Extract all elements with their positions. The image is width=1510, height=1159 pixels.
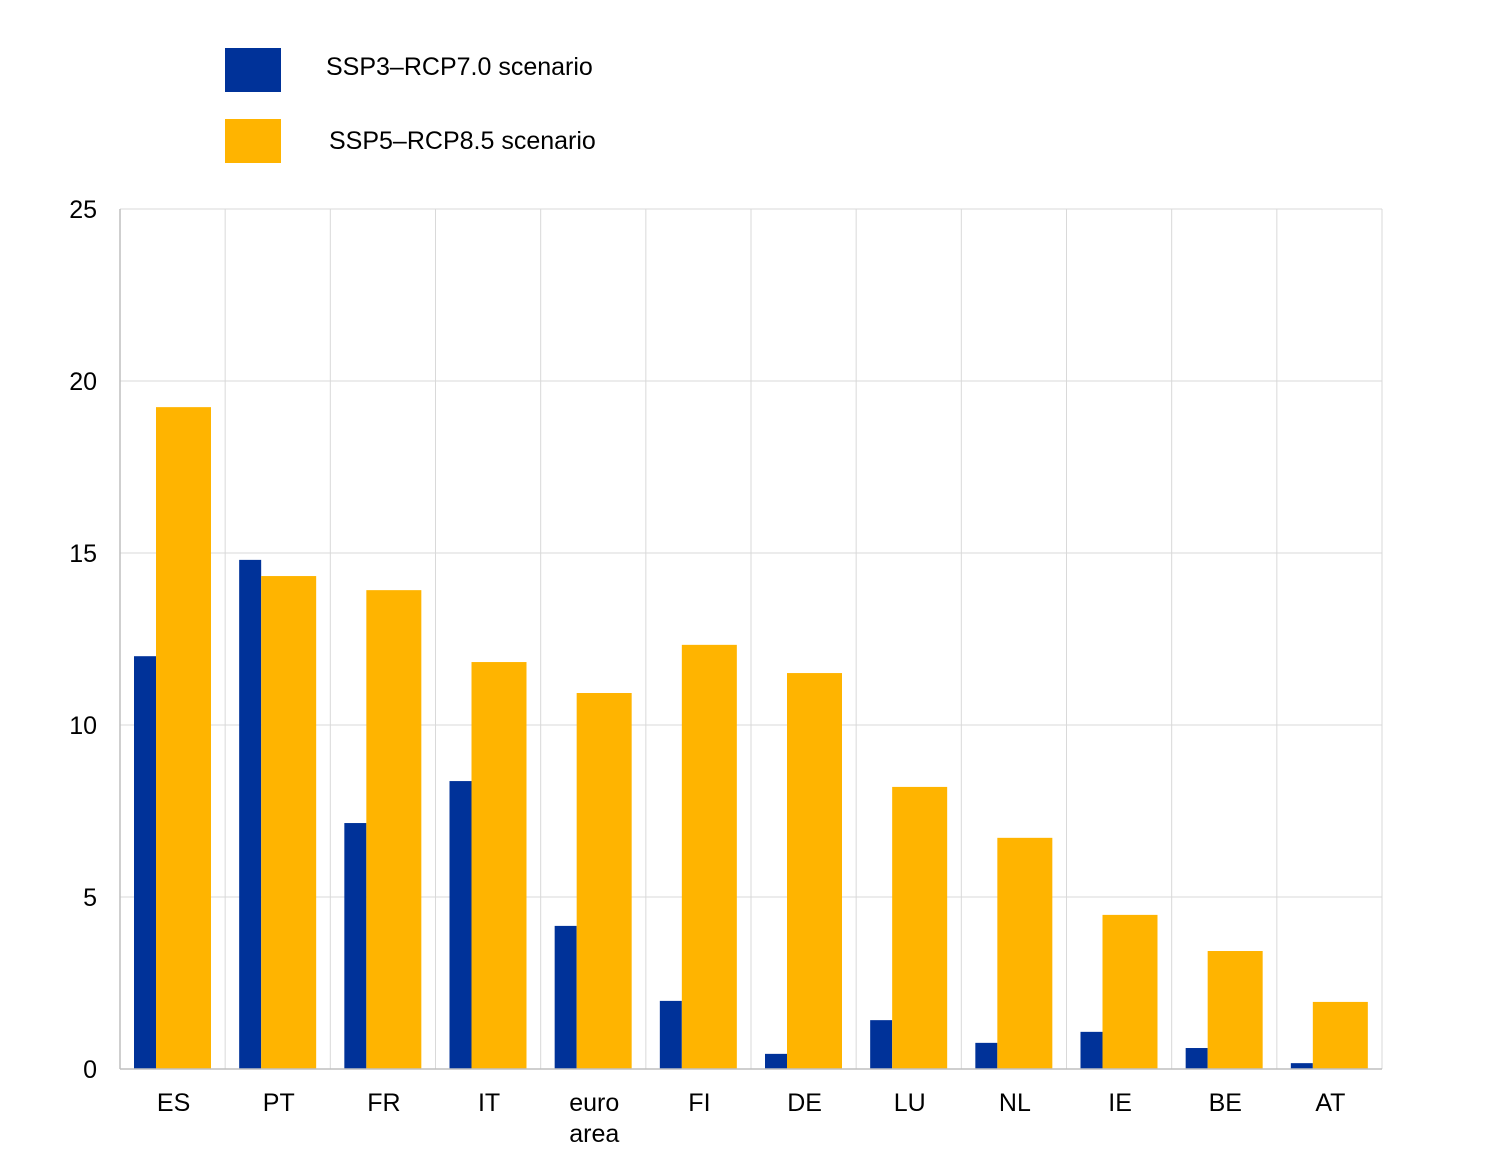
bar-series-1 [765,1053,787,1069]
x-tick-label: euro area [569,1089,619,1148]
bar-series-1 [870,1020,893,1069]
bar-series-2 [471,662,527,1069]
x-tick-label: ES [157,1089,190,1117]
legend-swatch-series-1 [225,48,281,92]
bar-series-1 [1080,1031,1103,1069]
x-tick-label: NL [999,1089,1031,1117]
x-tick-label: AT [1315,1089,1345,1117]
bar-series-1 [449,781,472,1069]
x-tick-label: IE [1108,1089,1132,1117]
x-tick-label: FI [688,1089,710,1117]
y-tick-label: 0 [83,1056,97,1084]
y-tick-label: 15 [69,540,97,568]
bar-series-1 [1290,1063,1313,1069]
legend-label-series-2: SSP5–RCP8.5 scenario [329,127,596,155]
bar-series-2 [997,837,1053,1069]
x-tick-label: PT [263,1089,295,1117]
legend-label-series-1: SSP3–RCP7.0 scenario [326,53,593,81]
y-tick-label: 5 [83,884,97,912]
bar-series-2 [1312,1001,1368,1069]
y-tick-label: 10 [69,712,97,740]
x-tick-label: DE [787,1089,822,1117]
bar-series-2 [1102,914,1158,1069]
bar-series-2 [576,693,632,1069]
x-tick-label: LU [894,1089,926,1117]
y-tick-label: 25 [69,196,97,224]
bar-series-1 [344,823,367,1069]
bar-series-2 [156,407,211,1069]
legend-swatch-series-2 [225,119,281,163]
bar-series-1 [554,925,577,1069]
bar-series-1 [975,1042,998,1069]
bar-series-2 [1207,951,1263,1069]
bar-series-1 [659,1000,682,1069]
x-tick-label: BE [1209,1089,1242,1117]
bar-series-1 [1185,1048,1208,1069]
y-tick-label: 20 [69,368,97,396]
bar-series-2 [787,673,842,1069]
bar-series-2 [892,786,948,1069]
x-tick-label: FR [367,1089,400,1117]
bar-series-2 [681,644,737,1069]
bar-series-1 [239,559,262,1069]
x-tick-label: IT [478,1089,500,1117]
bar-series-2 [261,576,317,1069]
bar-series-2 [366,590,422,1069]
bar-series-1 [134,656,156,1069]
